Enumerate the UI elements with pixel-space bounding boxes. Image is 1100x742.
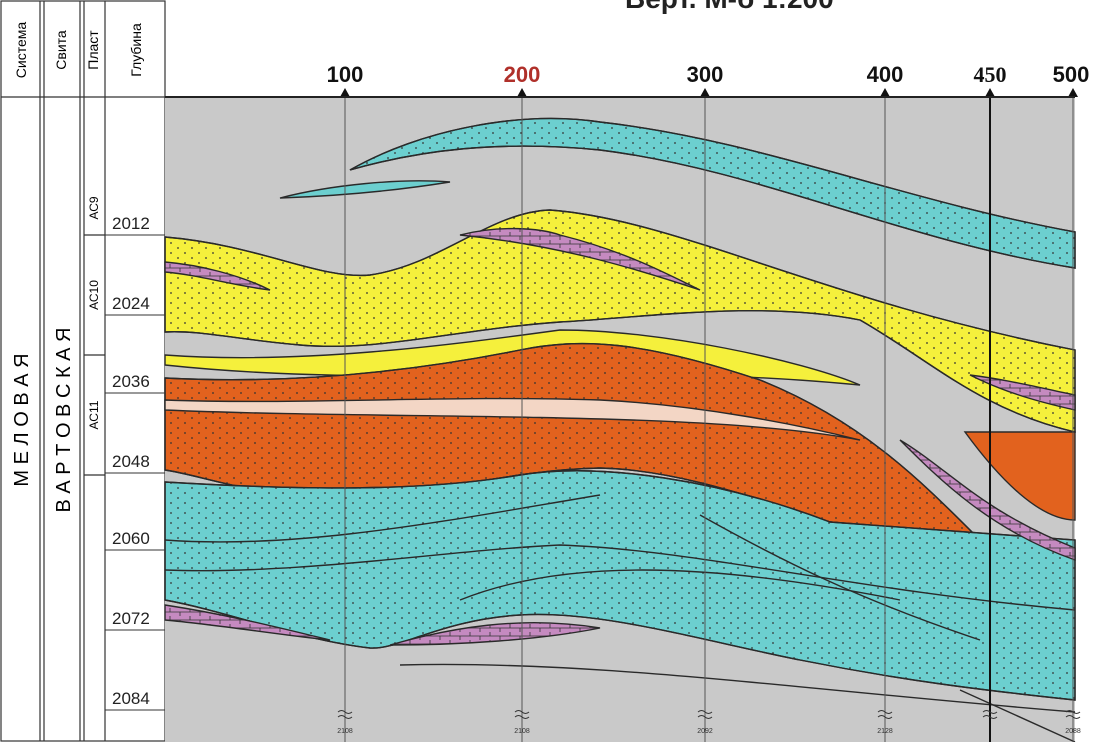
well-arrow — [1068, 88, 1078, 97]
cross-section: Верт. М-б 1:200 Система Свита Пласт Глуб… — [0, 0, 1100, 742]
well-arrow — [700, 88, 710, 97]
geology — [165, 97, 1075, 742]
well-arrow — [985, 88, 995, 97]
well-label: 300 — [687, 62, 724, 87]
column-header: Пласт — [85, 30, 101, 70]
column-header: Глубина — [128, 23, 144, 77]
well-bottom-depth: 2108 — [337, 728, 353, 735]
column-header: Система — [13, 22, 29, 79]
depth-label: 2048 — [112, 452, 150, 471]
layer-name: АС11 — [87, 400, 101, 429]
well-label: 450 — [974, 62, 1007, 87]
layer-name: АС9 — [87, 196, 101, 219]
well-bottom-depth: 2092 — [697, 728, 713, 735]
suite-name: В А Р Т О В С К А Я — [53, 327, 75, 512]
well-arrow — [880, 88, 890, 97]
column-header: Свита — [53, 30, 69, 70]
depth-label: 2060 — [112, 529, 150, 548]
system-name: М Е Л О В А Я — [11, 353, 33, 486]
well-label: 400 — [867, 62, 904, 87]
depth-scale: 2012 2024 2036 2048 2060 2072 2084 — [105, 214, 165, 710]
depth-label: 2084 — [112, 689, 150, 708]
body: Верт. М-б 1:200 Система Свита Пласт Глуб… — [0, 0, 1100, 742]
page: Разрез {"title": "Верт. М-б 1:200", "col… — [0, 0, 1100, 742]
scale-title: Верт. М-б 1:200 — [625, 0, 834, 14]
well-bottom-depth: 2108 — [514, 728, 530, 735]
depth-label: 2024 — [112, 294, 150, 313]
well-bottom-depth: 2128 — [877, 728, 893, 735]
well-label: 100 — [327, 62, 364, 87]
well-label: 500 — [1053, 62, 1090, 87]
well-arrow — [340, 88, 350, 97]
depth-label: 2012 — [112, 214, 150, 233]
well-bottom-depth: 2088 — [1065, 728, 1081, 735]
depth-label: 2072 — [112, 609, 150, 628]
layer-name: АС10 — [87, 280, 101, 310]
well-arrow — [517, 88, 527, 97]
depth-label: 2036 — [112, 372, 150, 391]
well-label: 200 — [504, 62, 541, 87]
